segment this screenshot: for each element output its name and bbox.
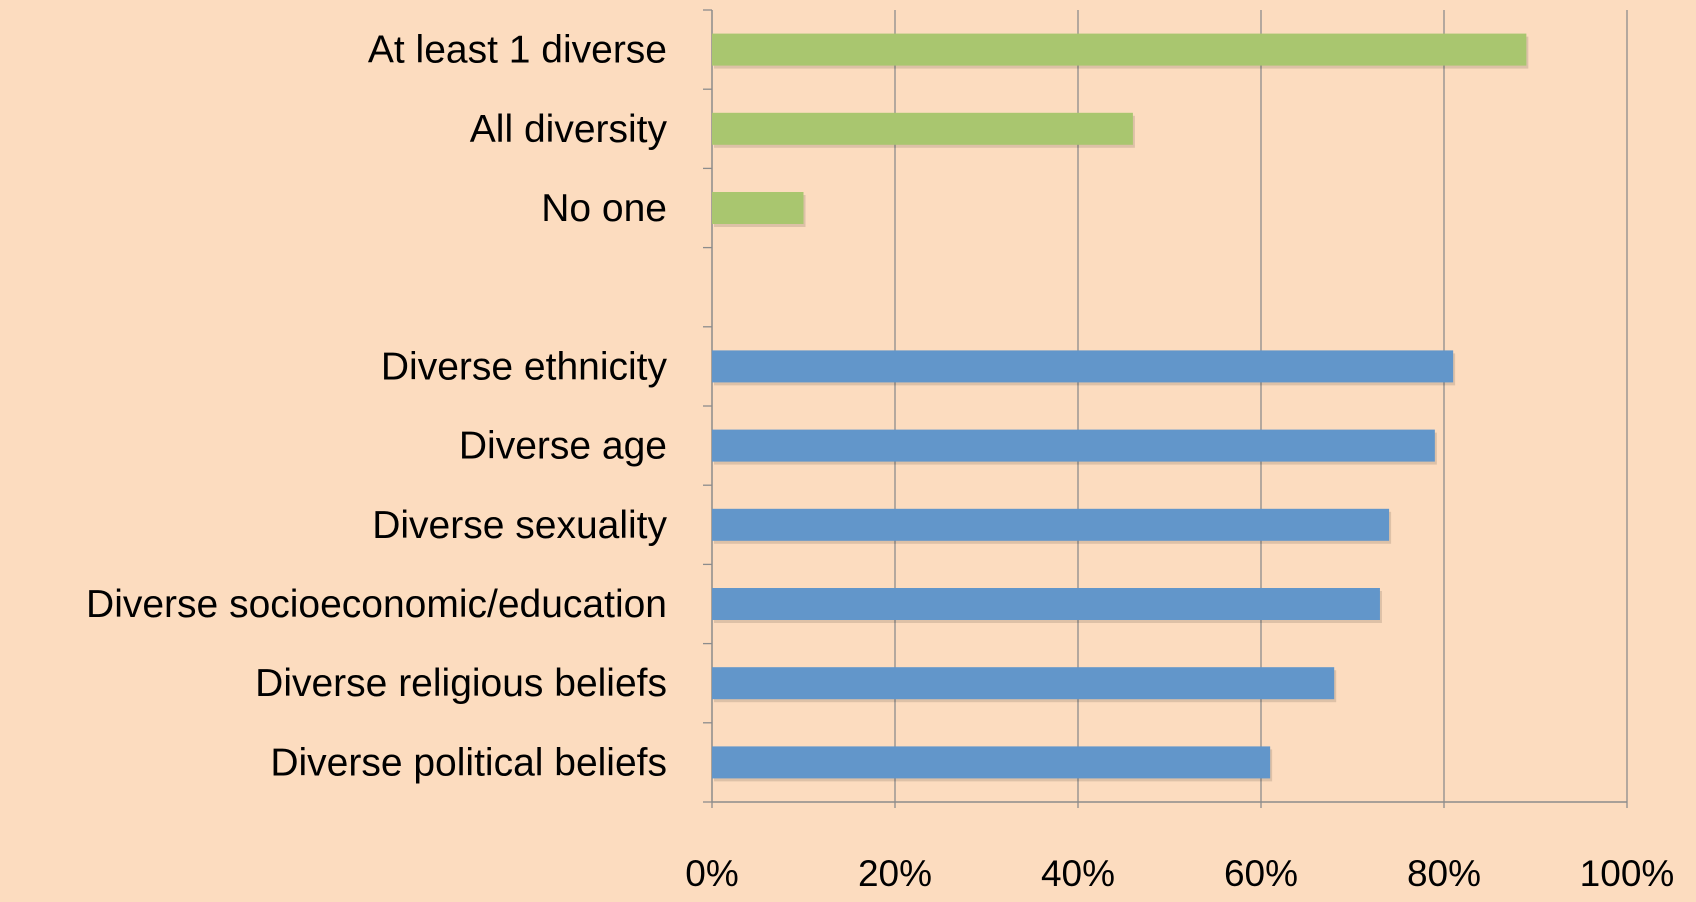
x-tick-label: 80% [1407,853,1481,894]
x-tick-label: 0% [685,853,738,894]
bars [712,33,1529,782]
bar [712,429,1435,462]
bar [712,350,1454,383]
category-labels: At least 1 diverse All diversity No one Div… [86,29,667,785]
category-label: Diverse sexuality [372,504,667,547]
category-label: No one [541,187,667,230]
category-label: Diverse religious beliefs [255,662,667,705]
x-tick-label: 100% [1580,853,1675,894]
category-label: At least 1 diverse [368,29,667,72]
bar [712,667,1335,700]
bar [712,746,1271,779]
bar [712,588,1380,620]
bar [712,112,1133,145]
category-label: Diverse ethnicity [381,345,668,388]
x-tick-label: 60% [1224,853,1298,894]
category-label: Diverse age [459,425,667,468]
category-label: Diverse political beliefs [270,741,667,784]
bar [712,508,1390,541]
bar [712,192,804,224]
category-label: Diverse socioeconomic/education [86,583,667,626]
category-label: All diversity [470,108,668,151]
bar [712,33,1527,66]
x-tick-labels: 0% 20% 40% 60% 80% 100% [685,853,1674,894]
x-tick-label: 20% [858,853,932,894]
x-tick-label: 40% [1041,853,1115,894]
